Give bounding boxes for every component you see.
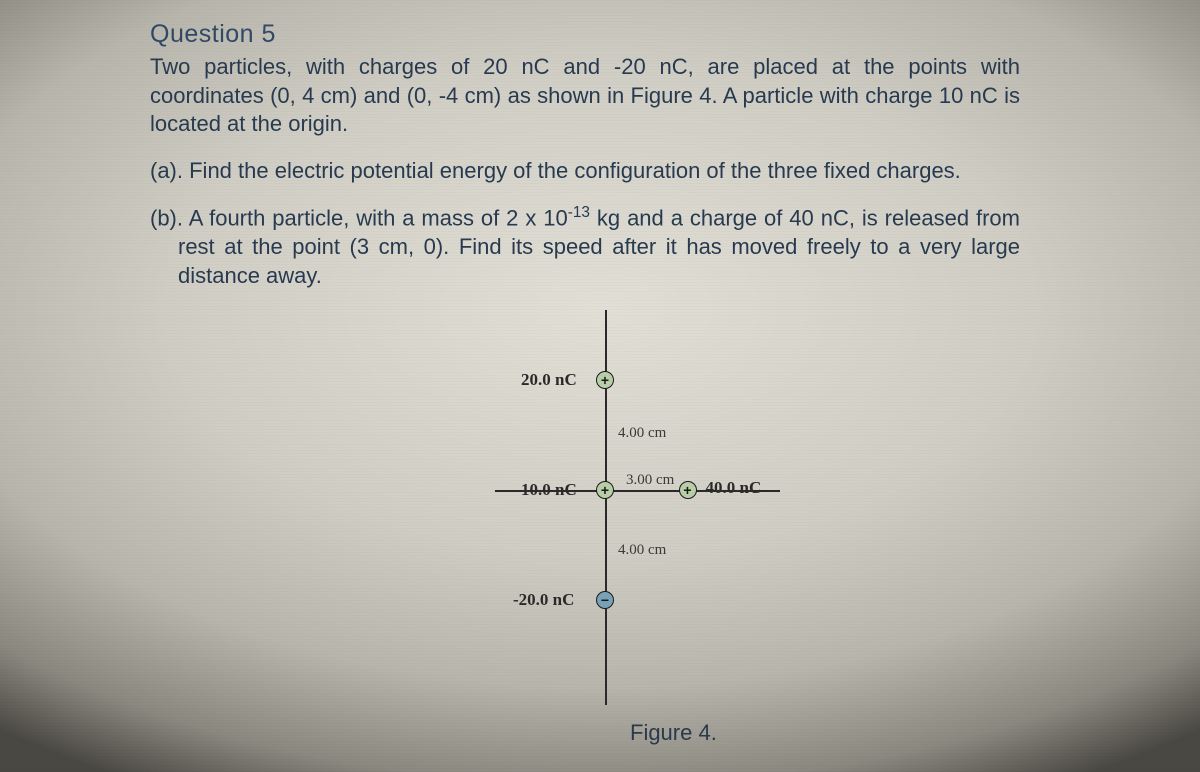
- question-part-a: (a). Find the electric potential energy …: [150, 157, 1020, 186]
- dist-mid: 3.00 cm: [626, 472, 674, 489]
- q-top: +: [596, 371, 614, 389]
- q-origin: +: [596, 481, 614, 499]
- question-block: Question 5 Two particles, with charges o…: [150, 20, 1020, 290]
- question-body: Two particles, with charges of 20 nC and…: [150, 53, 1020, 139]
- q-top-label: 20.0 nC: [521, 370, 577, 390]
- q-origin-label: 10.0 nC: [521, 480, 577, 500]
- q-right-label: 40.0 nC: [706, 478, 762, 498]
- dist-lower: 4.00 cm: [618, 542, 666, 559]
- q-bottom: −: [596, 591, 614, 609]
- figure-4: +20.0 nC +10.0 nC +40.0 nC − -20.0 nC 4.00 cm…: [440, 310, 860, 740]
- axis-vertical: [605, 310, 607, 705]
- q-bottom-label: -20.0 nC: [513, 590, 574, 610]
- question-title: Question 5: [150, 20, 1020, 49]
- question-part-b: (b). A fourth particle, with a mass of 2…: [150, 203, 1020, 290]
- q-right: +: [679, 481, 697, 499]
- dist-upper: 4.00 cm: [618, 425, 666, 442]
- figure-caption: Figure 4.: [630, 720, 717, 746]
